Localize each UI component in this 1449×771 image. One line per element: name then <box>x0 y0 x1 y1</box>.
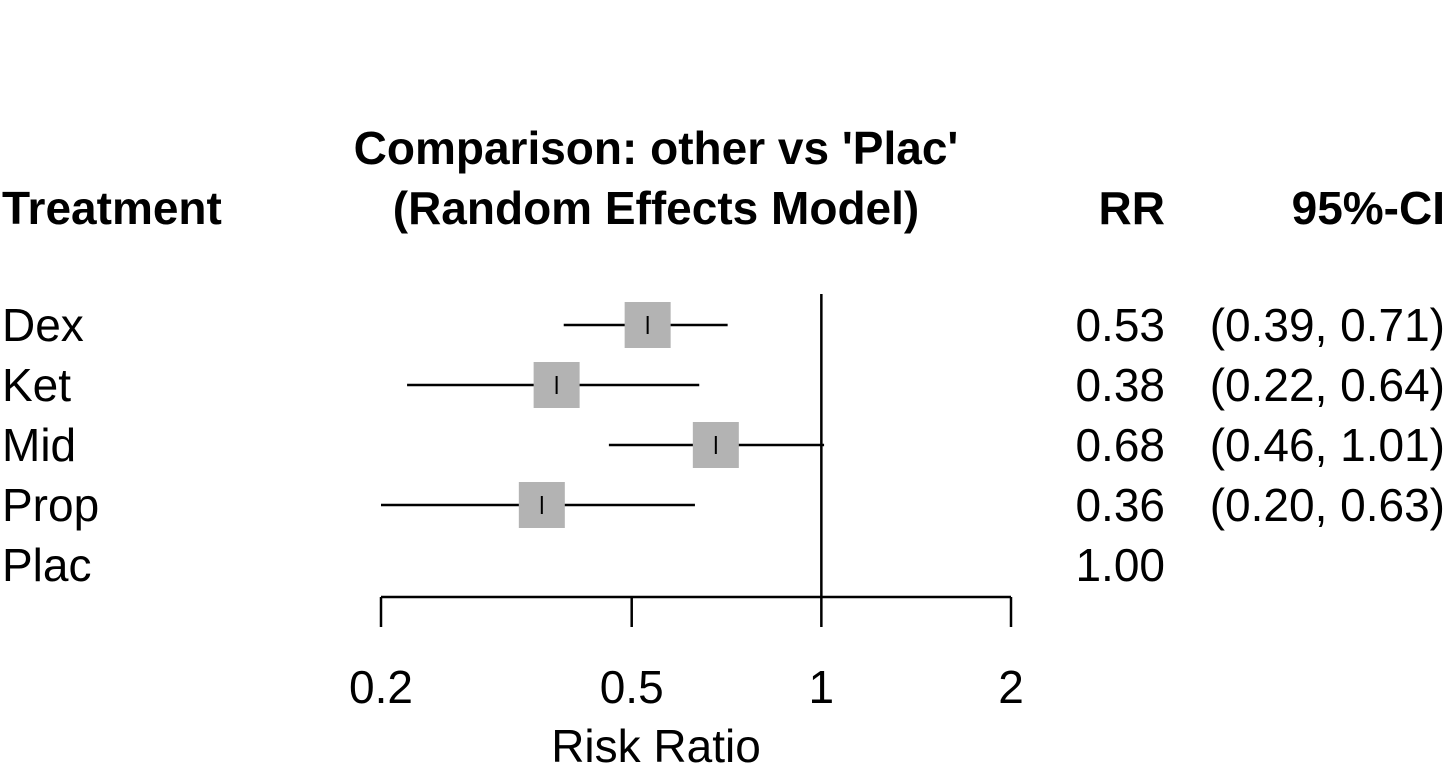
treatment-header: Treatment <box>2 182 222 234</box>
treatment-label-ket: Ket <box>2 359 71 411</box>
treatment-label-dex: Dex <box>2 299 84 351</box>
rr-value-mid: 0.68 <box>1075 419 1165 471</box>
x-tick-label-2: 2 <box>998 661 1024 713</box>
plot-title-line2: (Random Effects Model) <box>393 182 919 234</box>
treatment-label-mid: Mid <box>2 419 76 471</box>
ci-value-mid: (0.46, 1.01) <box>1210 419 1445 471</box>
rr-value-ket: 0.38 <box>1075 359 1165 411</box>
forest-rows: Dex 0.53 (0.39, 0.71) Ket 0.38 (0.22, 0.64) Mi… <box>2 299 1445 591</box>
x-tick-label-0.2: 0.2 <box>349 661 413 713</box>
ci-value-ket: (0.22, 0.64) <box>1210 359 1445 411</box>
rr-value-dex: 0.53 <box>1075 299 1165 351</box>
x-tick-label-1: 1 <box>809 661 835 713</box>
treatment-label-plac: Plac <box>2 539 91 591</box>
rr-value-prop: 0.36 <box>1075 479 1165 531</box>
x-axis: 0.2 0.5 1 2 <box>349 595 1024 713</box>
rr-header: RR <box>1099 182 1165 234</box>
rr-value-plac: 1.00 <box>1075 539 1165 591</box>
x-tick-label-0.5: 0.5 <box>600 661 664 713</box>
plot-title-line1: Comparison: other vs 'Plac' <box>354 122 959 174</box>
treatment-label-prop: Prop <box>2 479 99 531</box>
ci-value-prop: (0.20, 0.63) <box>1210 479 1445 531</box>
ci-header: 95%-CI <box>1292 182 1445 234</box>
x-axis-label: Risk Ratio <box>551 720 761 771</box>
ci-value-dex: (0.39, 0.71) <box>1210 299 1445 351</box>
